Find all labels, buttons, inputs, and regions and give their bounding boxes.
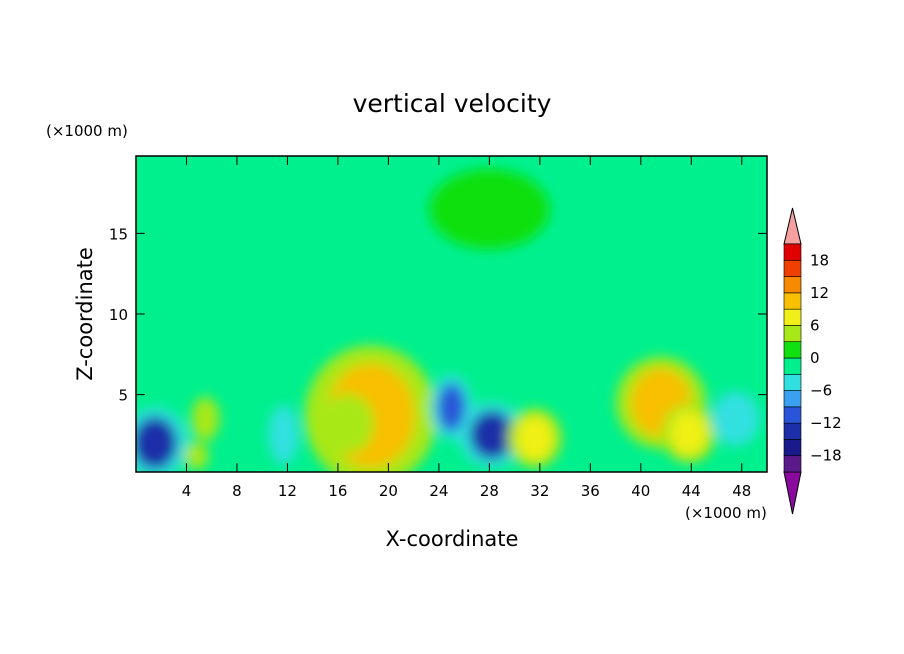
x-tick-label: 8 <box>232 482 242 500</box>
x-unit-label: (×1000 m) <box>685 504 767 522</box>
field-feature <box>429 169 550 250</box>
y-tick-label: 15 <box>109 225 128 243</box>
x-axis-ticks: 4 8 12 16 20 24 28 32 36 40 44 48 <box>182 156 751 500</box>
x-tick-label: 44 <box>682 482 701 500</box>
y-axis-label: Z-coordinate <box>73 247 97 381</box>
field-blobs <box>136 169 760 472</box>
chart-title: vertical velocity <box>353 89 552 118</box>
x-tick-label: 28 <box>480 482 499 500</box>
field-feature <box>719 398 752 439</box>
colorbar-swatch <box>783 373 802 391</box>
field-feature <box>670 411 707 456</box>
x-tick-label: 32 <box>530 482 549 500</box>
field-feature <box>322 393 375 454</box>
y-axis-ticks: 5 10 15 <box>109 225 767 405</box>
colorbar-swatch <box>783 390 802 408</box>
colorbar-label: −12 <box>810 414 842 432</box>
colorbar-swatch <box>783 406 802 424</box>
colorbar-swatch <box>783 243 802 261</box>
colorbar-swatch <box>783 276 802 294</box>
y-tick-label: 5 <box>118 387 128 405</box>
field-feature <box>136 416 177 469</box>
colorbar-over-triangle <box>783 207 802 245</box>
colorbar-swatch <box>783 422 802 440</box>
x-tick-label: 20 <box>379 482 398 500</box>
velocity-field <box>136 156 767 472</box>
field-feature <box>437 383 466 432</box>
colorbar-swatch <box>783 341 802 359</box>
x-tick-label: 4 <box>182 482 192 500</box>
colorbar-under-triangle <box>783 471 802 515</box>
field-feature <box>273 412 294 457</box>
colorbar-swatch <box>783 325 802 343</box>
colorbar-swatch <box>783 308 802 326</box>
colorbar-label: 0 <box>810 349 820 367</box>
x-tick-label: 40 <box>631 482 650 500</box>
x-tick-label: 12 <box>278 482 297 500</box>
field-feature <box>469 410 514 459</box>
colorbar-swatch <box>783 455 802 473</box>
x-axis-label: X-coordinate <box>386 527 519 551</box>
colorbar-label: −18 <box>810 447 842 465</box>
x-tick-label: 24 <box>429 482 448 500</box>
colorbar-label: −6 <box>810 382 832 400</box>
colorbar-swatch <box>783 439 802 457</box>
x-tick-label: 16 <box>328 482 347 500</box>
colorbar-label: 6 <box>810 316 820 334</box>
field-feature <box>184 441 209 470</box>
y-unit-label: (×1000 m) <box>46 122 128 140</box>
colorbar-swatch <box>783 259 802 277</box>
x-tick-label: 48 <box>732 482 751 500</box>
colorbar-swatch <box>783 292 802 310</box>
x-tick-label: 36 <box>581 482 600 500</box>
colorbar-label: 12 <box>810 284 829 302</box>
colorbar: 18 12 6 0 −6 −12 −18 <box>783 207 842 515</box>
field-feature <box>191 396 220 441</box>
y-tick-label: 10 <box>109 306 128 324</box>
field-feature <box>516 416 553 461</box>
colorbar-label: 18 <box>810 251 829 269</box>
colorbar-swatch <box>783 357 802 375</box>
